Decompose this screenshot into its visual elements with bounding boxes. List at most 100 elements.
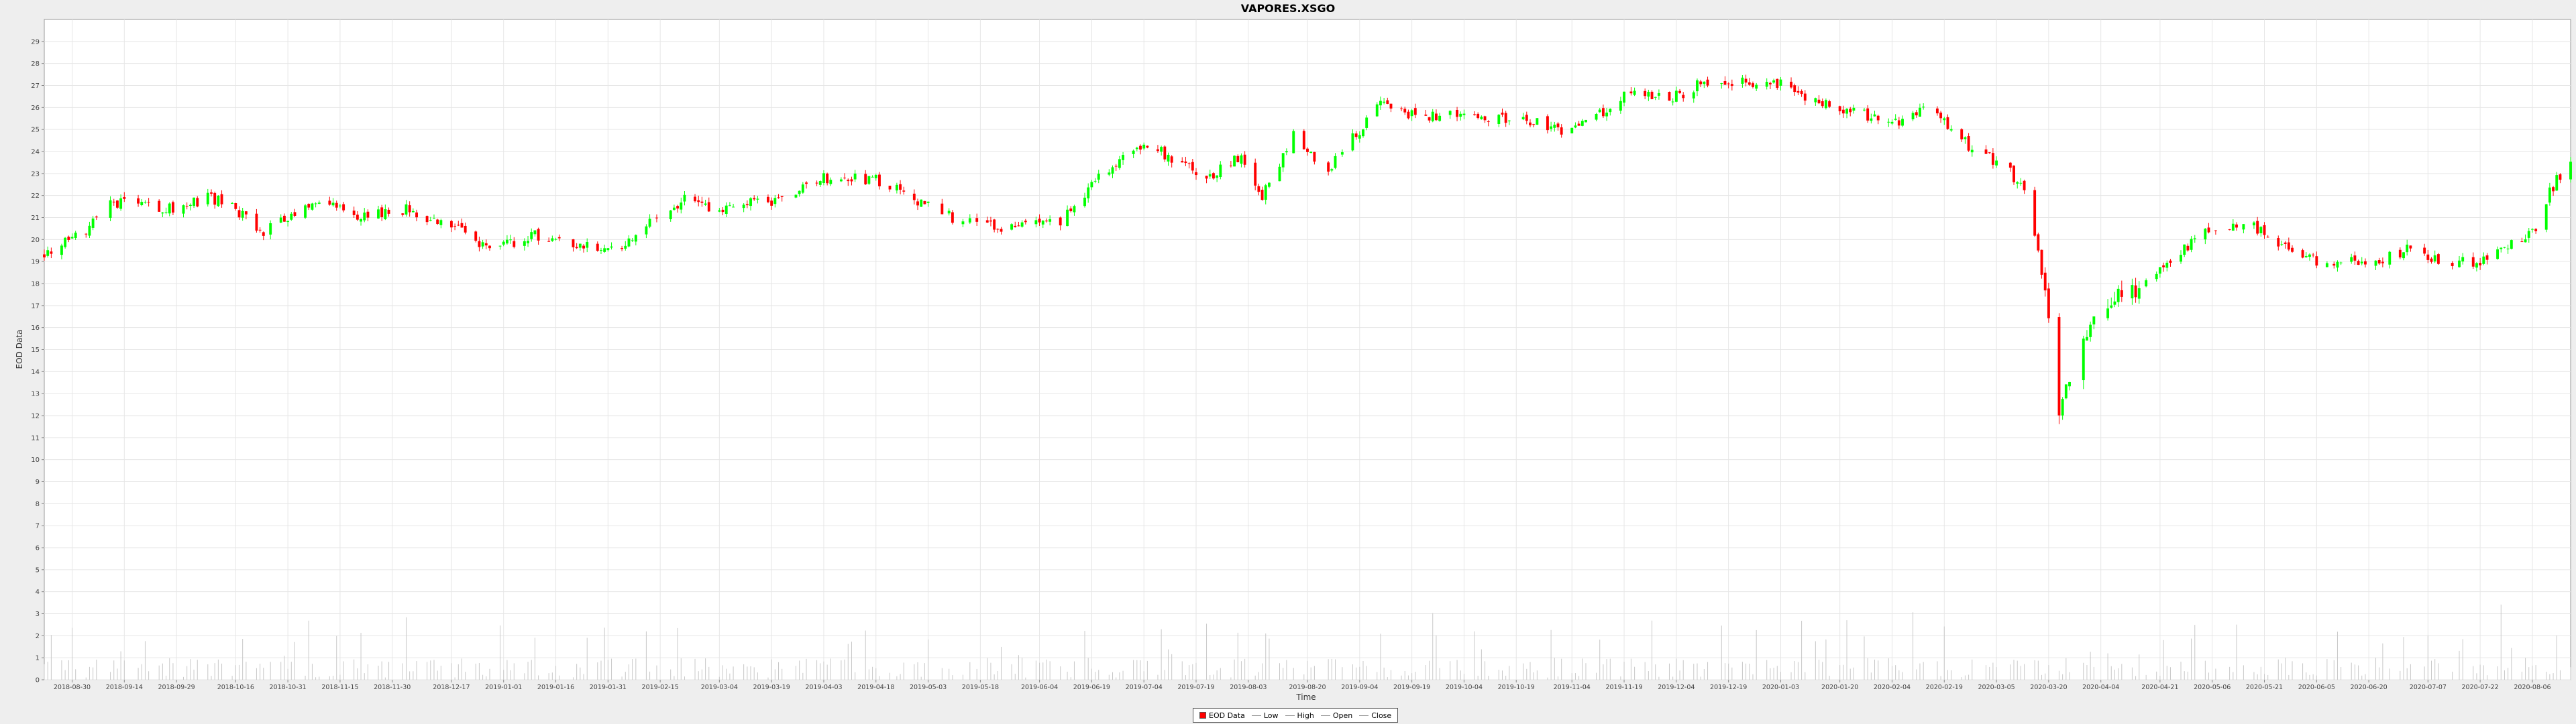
volume-bar	[1067, 671, 1068, 680]
candle-down	[2364, 261, 2367, 265]
volume-bar	[1195, 662, 1197, 680]
candle-down	[2284, 242, 2287, 244]
volume-bar	[722, 665, 724, 680]
candle-down	[1629, 91, 1633, 94]
volume-bar	[1536, 670, 1538, 680]
candle-up	[756, 198, 759, 200]
candle-down	[1991, 153, 1994, 165]
volume-bar	[336, 636, 337, 680]
volume-bar	[896, 676, 898, 680]
volume-bar	[2434, 659, 2436, 680]
candle-up	[91, 218, 95, 228]
candle-up	[523, 241, 526, 246]
legend-swatch-high	[1285, 715, 1295, 716]
candle-down	[826, 174, 829, 184]
volume-bar	[1992, 662, 1994, 680]
candle-down	[582, 245, 585, 249]
volume-bar	[680, 658, 682, 680]
y-tick-label: 20	[31, 237, 40, 244]
x-tick-label: 2020-01-03	[1762, 684, 1799, 691]
x-tick-label: 2020-08-06	[2514, 684, 2551, 691]
x-tick-label: 2019-09-19	[1393, 684, 1430, 691]
candle-down	[2552, 187, 2555, 192]
candle-down	[770, 200, 773, 206]
volume-bar	[743, 664, 745, 680]
candle-up	[439, 220, 443, 225]
candle-up	[1692, 92, 1695, 99]
candle-down	[2277, 238, 2280, 247]
candle-up	[2145, 280, 2148, 287]
volume-bar	[865, 630, 866, 680]
volume-bar	[1898, 670, 1900, 680]
candle-down	[537, 229, 540, 241]
candle-down	[1017, 225, 1020, 227]
volume-bar	[182, 676, 184, 680]
volume-bar	[1025, 677, 1026, 680]
candle-up	[140, 202, 144, 206]
candle-down	[707, 202, 710, 212]
volume-bar	[1481, 649, 1482, 680]
volume-bar	[315, 677, 317, 680]
candle-up	[1264, 185, 1267, 200]
volume-bar	[1366, 666, 1367, 680]
candle-up	[2510, 240, 2513, 249]
volume-bar	[506, 660, 508, 680]
volume-bar	[402, 663, 403, 680]
volume-bar	[1655, 664, 1656, 680]
candle-up	[2165, 262, 2169, 268]
volume-bar	[482, 674, 484, 680]
candle-up	[1720, 83, 1723, 84]
volume-bar	[2452, 671, 2453, 680]
volume-bar	[1703, 669, 1705, 680]
candle-down	[1181, 161, 1184, 163]
candle-up	[1118, 159, 1121, 168]
y-tick-label: 22	[31, 192, 40, 200]
volume-bar	[2257, 674, 2258, 680]
candle-down	[2353, 255, 2357, 261]
candle-down	[244, 211, 248, 215]
candle-up	[947, 210, 951, 214]
x-tick-label: 2019-03-04	[701, 684, 738, 691]
volume-bar	[1171, 654, 1173, 680]
volume-bar	[611, 658, 612, 680]
volume-bar	[597, 662, 598, 680]
volume-bar	[1923, 662, 1924, 680]
candle-up	[2089, 324, 2092, 337]
candle-up	[429, 220, 432, 221]
candle-up	[2280, 244, 2284, 245]
candle-up	[603, 248, 606, 252]
legend-swatch-open	[1320, 715, 1330, 716]
candle-down	[697, 200, 700, 202]
volume-bar	[2459, 650, 2460, 680]
candle-up	[829, 180, 833, 184]
volume-bar	[357, 668, 358, 680]
volume-bar	[1001, 646, 1002, 680]
volume-bar	[645, 631, 647, 680]
candle-down	[1706, 79, 1709, 86]
volume-bar	[430, 660, 431, 680]
candle-up	[363, 213, 366, 221]
volume-bar	[110, 672, 111, 680]
candle-down	[1477, 113, 1480, 119]
volume-bar	[2145, 674, 2147, 680]
volume-bar	[1964, 675, 1966, 680]
candle-down	[1849, 109, 1852, 113]
volume-bar	[1328, 659, 1329, 680]
legend-label-eod: EOD Data	[1209, 711, 1245, 720]
volume-bar	[1018, 655, 1019, 680]
volume-bar	[1794, 661, 1795, 680]
candle-up	[2231, 223, 2235, 231]
candle-down	[1682, 95, 1685, 99]
volume-bar	[2410, 664, 2411, 680]
volume-bar	[555, 666, 557, 680]
candle-up	[1755, 84, 1758, 89]
volume-bar	[186, 666, 188, 680]
candle-up	[1570, 127, 1574, 133]
volume-bar	[625, 672, 626, 680]
volume-bar	[2549, 674, 2551, 680]
volume-bar	[1526, 668, 1527, 680]
volume-bar	[478, 663, 480, 680]
candle-up	[2092, 316, 2096, 324]
y-tick-label: 7	[36, 523, 40, 530]
volume-bar	[847, 644, 849, 680]
